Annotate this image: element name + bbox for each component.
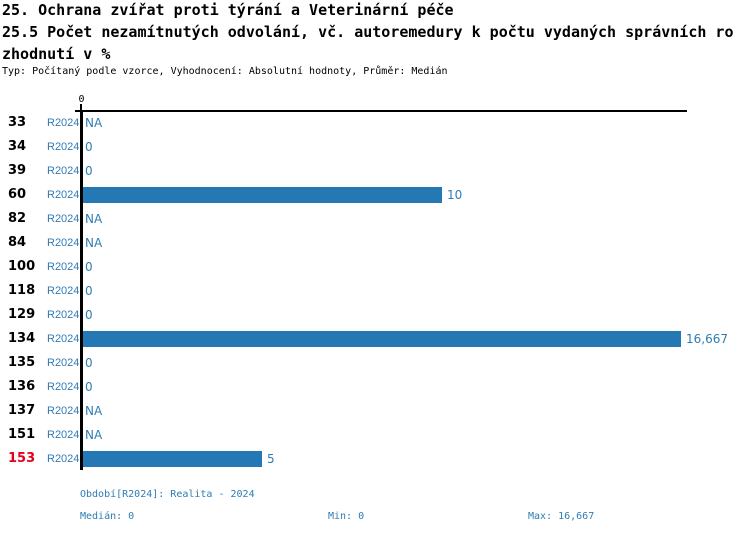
value-label: 0 <box>85 380 93 394</box>
period-label: R2024 <box>47 405 80 417</box>
category-label: 60 <box>8 187 27 202</box>
period-label: R2024 <box>47 141 80 153</box>
period-label: R2024 <box>47 261 80 273</box>
chart-row: 100 R2024 0 <box>0 255 750 279</box>
value-label: NA <box>85 428 103 442</box>
stat-median: Medián: 0 <box>80 511 135 522</box>
value-label: NA <box>85 212 103 226</box>
category-label: 100 <box>8 259 36 274</box>
x-axis-line <box>75 110 687 112</box>
chart-row: 33 R2024 NA <box>0 111 750 135</box>
chart-subtitle-line2: zhodnutí v % <box>2 45 111 63</box>
stat-min: Min: 0 <box>328 511 365 522</box>
value-label: 0 <box>85 284 93 298</box>
period-legend: Období[R2024]: Realita - 2024 <box>80 489 255 500</box>
category-label: 34 <box>8 139 27 154</box>
chart-row: 134 R2024 16,667 <box>0 327 750 351</box>
category-label: 135 <box>8 355 36 370</box>
period-label: R2024 <box>47 453 80 465</box>
bar <box>83 331 681 347</box>
x-axis-tick-mark <box>80 104 82 110</box>
category-label: 84 <box>8 235 27 250</box>
category-label: 137 <box>8 403 36 418</box>
chart-row: 151 R2024 NA <box>0 423 750 447</box>
value-label: 0 <box>85 140 93 154</box>
period-label: R2024 <box>47 381 80 393</box>
chart-meta: Typ: Počítaný podle vzorce, Vyhodnocení:… <box>2 66 448 77</box>
value-label: 0 <box>85 164 93 178</box>
value-label: 5 <box>267 452 275 466</box>
chart-row: 60 R2024 10 <box>0 183 750 207</box>
category-label: 134 <box>8 331 36 346</box>
category-label: 136 <box>8 379 36 394</box>
period-label: R2024 <box>47 237 80 249</box>
y-axis-zero-line <box>80 110 83 470</box>
chart-row: 84 R2024 NA <box>0 231 750 255</box>
chart-row: 34 R2024 0 <box>0 135 750 159</box>
category-label: 129 <box>8 307 36 322</box>
chart-row: 135 R2024 0 <box>0 351 750 375</box>
category-label: 153 <box>8 451 36 466</box>
value-label: NA <box>85 236 103 250</box>
period-label: R2024 <box>47 189 80 201</box>
chart-row: 136 R2024 0 <box>0 375 750 399</box>
bar <box>83 451 262 467</box>
value-label: NA <box>85 116 103 130</box>
period-label: R2024 <box>47 429 80 441</box>
bar <box>83 187 442 203</box>
period-label: R2024 <box>47 285 80 297</box>
chart-row: 153 R2024 5 <box>0 447 750 471</box>
bar-chart: 0 33 R2024 NA 34 R2024 0 39 R2024 0 60 R2024 10 82 R2… <box>0 94 750 471</box>
value-label: NA <box>85 404 103 418</box>
period-label: R2024 <box>47 309 80 321</box>
chart-row: 82 R2024 NA <box>0 207 750 231</box>
chart-row: 129 R2024 0 <box>0 303 750 327</box>
stat-max: Max: 16,667 <box>528 511 595 522</box>
value-label: 10 <box>447 188 463 202</box>
category-label: 118 <box>8 283 36 298</box>
chart-row: 118 R2024 0 <box>0 279 750 303</box>
value-label: 0 <box>85 260 93 274</box>
value-label: 0 <box>85 356 93 370</box>
chart-row: 39 R2024 0 <box>0 159 750 183</box>
period-label: R2024 <box>47 165 80 177</box>
period-label: R2024 <box>47 333 80 345</box>
x-axis-tick-label: 0 <box>78 94 85 105</box>
chart-row: 137 R2024 NA <box>0 399 750 423</box>
category-label: 39 <box>8 163 27 178</box>
period-label: R2024 <box>47 357 80 369</box>
category-label: 151 <box>8 427 36 442</box>
value-label: 0 <box>85 308 93 322</box>
category-label: 33 <box>8 115 27 130</box>
value-label: 16,667 <box>686 332 728 346</box>
period-label: R2024 <box>47 213 80 225</box>
chart-title: 25. Ochrana zvířat proti týrání a Veteri… <box>2 1 454 19</box>
category-label: 82 <box>8 211 27 226</box>
chart-subtitle-line1: 25.5 Počet nezamítnutých odvolání, vč. a… <box>2 23 734 41</box>
period-label: R2024 <box>47 117 80 129</box>
